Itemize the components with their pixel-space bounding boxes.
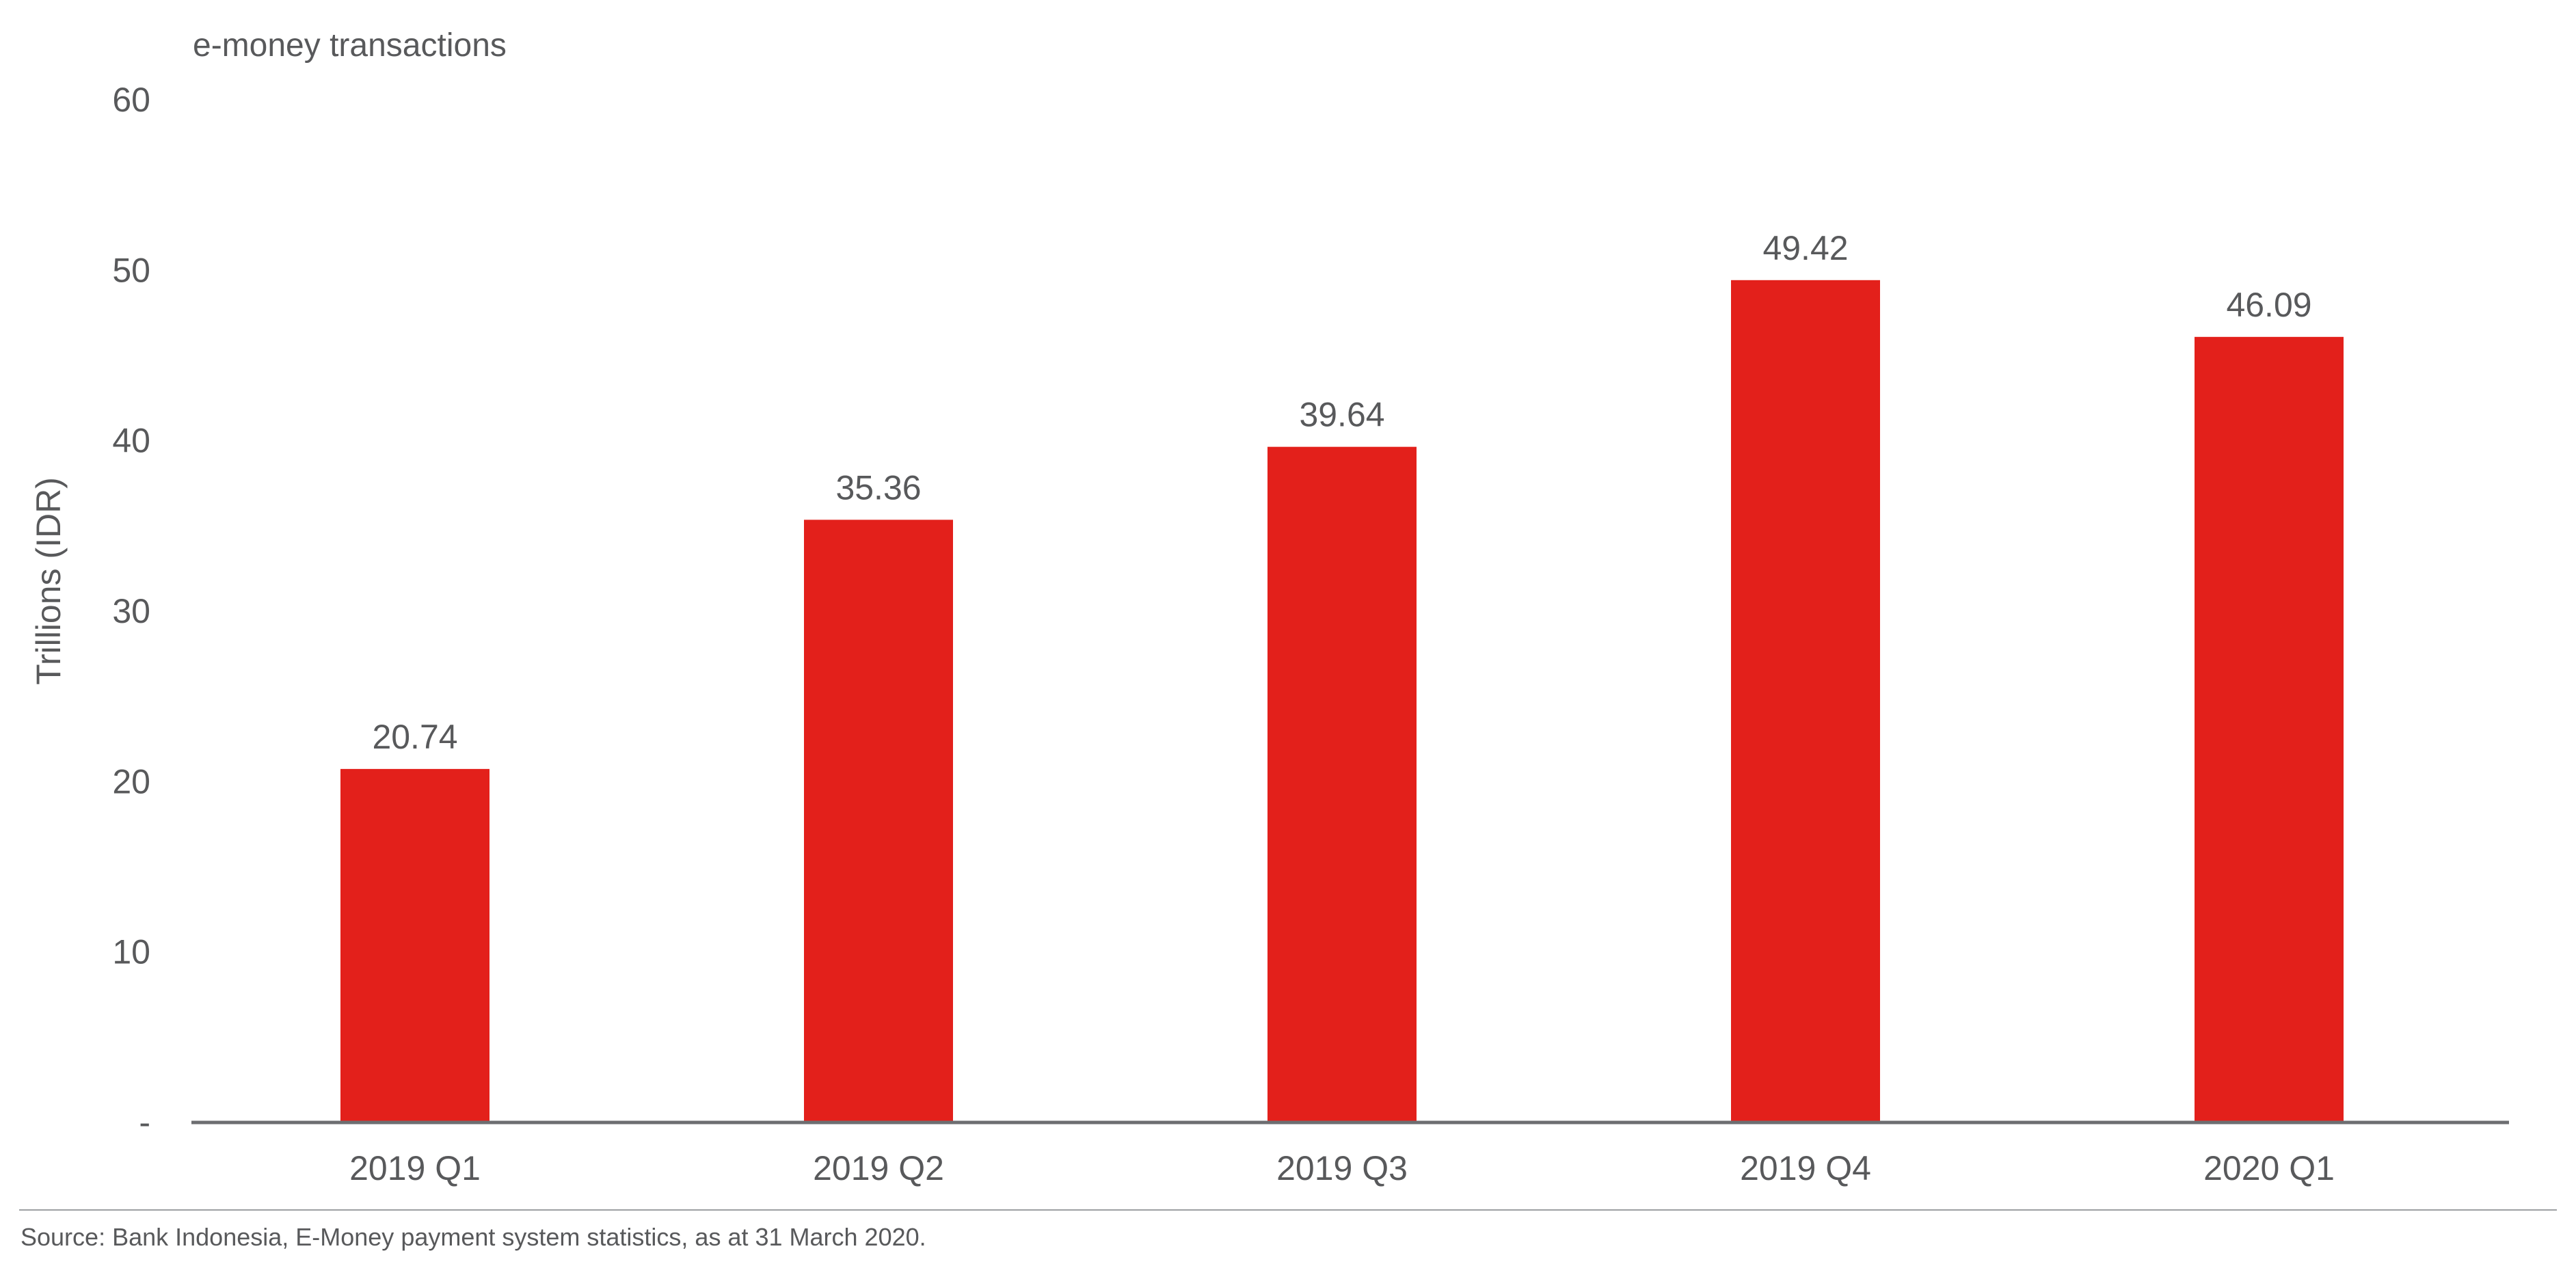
bar: [804, 520, 953, 1122]
y-tick-label: 20: [112, 762, 150, 800]
bar: [2195, 336, 2344, 1123]
chart-title: e-money transactions: [193, 27, 507, 64]
bar-value-label: 49.42: [1762, 229, 1848, 267]
bar: [1731, 280, 1880, 1122]
y-tick-label: 10: [112, 933, 150, 971]
y-axis-label: Trillions (IDR): [29, 477, 68, 685]
x-tick-label: 2019 Q1: [349, 1149, 481, 1187]
x-tick-label: 2020 Q1: [2203, 1149, 2335, 1187]
bar-value-label: 46.09: [2226, 286, 2311, 324]
y-tick-label: 60: [112, 81, 150, 119]
value-labels: 20.74 35.36 39.64 49.42 46.09: [372, 229, 2311, 756]
x-tick-label: 2019 Q3: [1276, 1149, 1408, 1187]
y-tick-label: 50: [112, 251, 150, 289]
y-axis-ticks: - 10 20 30 40 50 60: [112, 81, 150, 1142]
bars: [340, 280, 2344, 1123]
y-tick-label: -: [139, 1103, 150, 1142]
bar-value-label: 20.74: [372, 718, 457, 756]
x-tick-label: 2019 Q4: [1740, 1149, 1871, 1187]
bar: [1267, 446, 1417, 1122]
bar: [340, 768, 489, 1122]
y-tick-label: 30: [112, 592, 150, 630]
bar-value-label: 39.64: [1299, 396, 1384, 434]
source-note: Source: Bank Indonesia, E-Money payment …: [21, 1223, 926, 1251]
y-tick-label: 40: [112, 422, 150, 460]
x-axis-ticks: 2019 Q1 2019 Q2 2019 Q3 2019 Q4 2020 Q1: [349, 1149, 2335, 1187]
x-tick-label: 2019 Q2: [813, 1149, 944, 1187]
bar-value-label: 35.36: [835, 468, 921, 507]
